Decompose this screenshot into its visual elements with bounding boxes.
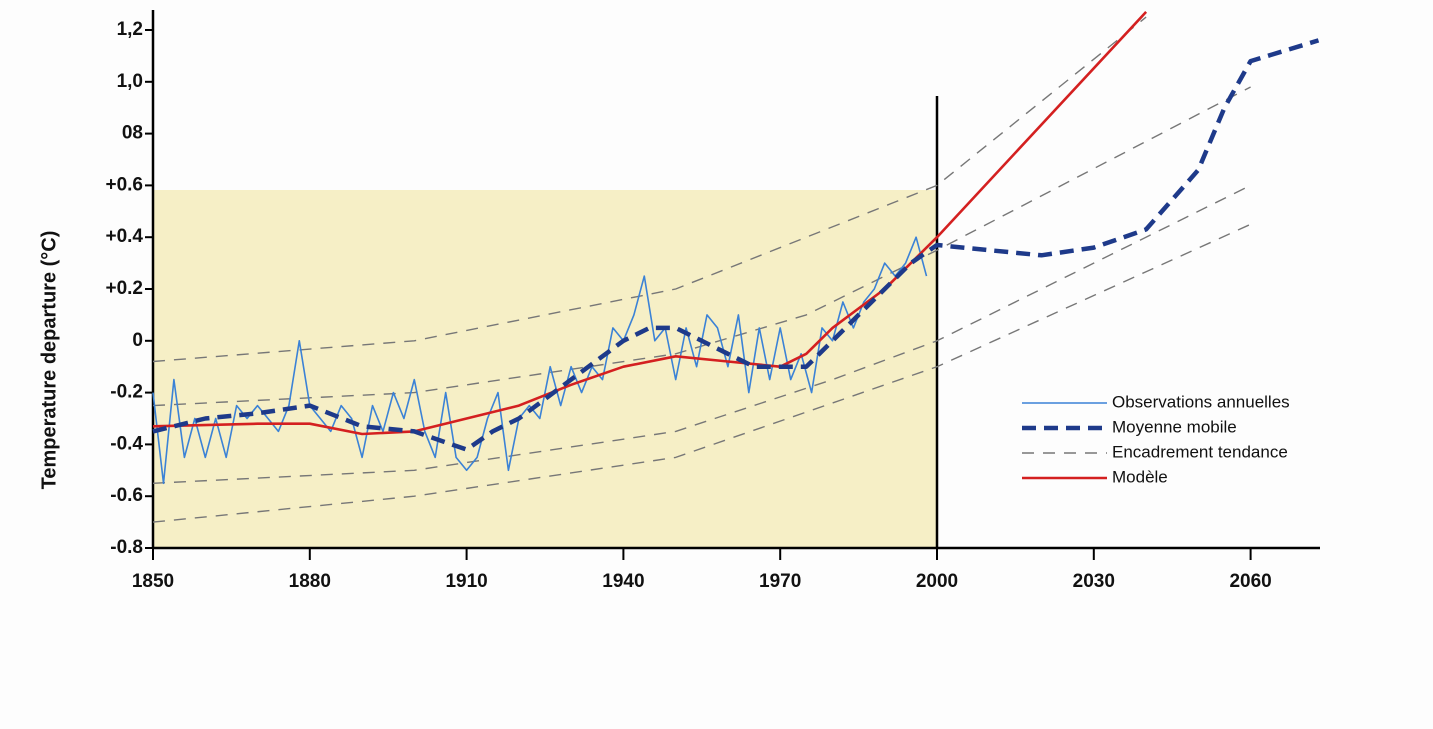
x-tick-label: 1910 bbox=[445, 571, 487, 592]
x-tick-label: 1940 bbox=[602, 571, 644, 592]
series-line bbox=[152, 38, 1320, 452]
series-line bbox=[152, 11, 1148, 436]
legend-label: Encadrement tendance bbox=[1112, 442, 1288, 461]
x-tick-label: 1880 bbox=[289, 571, 331, 592]
y-tick-label: -0.6 bbox=[110, 485, 143, 506]
y-tick-label: 0 bbox=[132, 330, 143, 351]
x-tick-label: 1970 bbox=[759, 571, 801, 592]
legend-label: Moyenne mobile bbox=[1112, 417, 1237, 436]
y-tick-label: 08 bbox=[122, 123, 143, 144]
y-tick-label: 1,0 bbox=[117, 71, 143, 92]
y-tick-label: +0.4 bbox=[105, 226, 143, 247]
x-tick-label: 2000 bbox=[916, 571, 958, 592]
legend-label: Observations annuelles bbox=[1112, 392, 1290, 411]
shaded-area bbox=[153, 190, 937, 548]
y-tick-label: -0.8 bbox=[110, 537, 143, 558]
x-tick-label: 2030 bbox=[1073, 571, 1115, 592]
legend-label: Modèle bbox=[1112, 467, 1168, 486]
y-tick-label: 1,2 bbox=[117, 19, 143, 40]
x-tick-label: 2060 bbox=[1229, 571, 1271, 592]
y-tick-label: +0.2 bbox=[105, 278, 143, 299]
y-tick-label: -0.2 bbox=[110, 382, 143, 403]
y-tick-label: -0.4 bbox=[110, 433, 143, 454]
y-tick-label: +0.6 bbox=[105, 174, 143, 195]
y-axis-label: Temperature departure (°C) bbox=[38, 231, 60, 490]
x-tick-label: 1850 bbox=[132, 571, 174, 592]
